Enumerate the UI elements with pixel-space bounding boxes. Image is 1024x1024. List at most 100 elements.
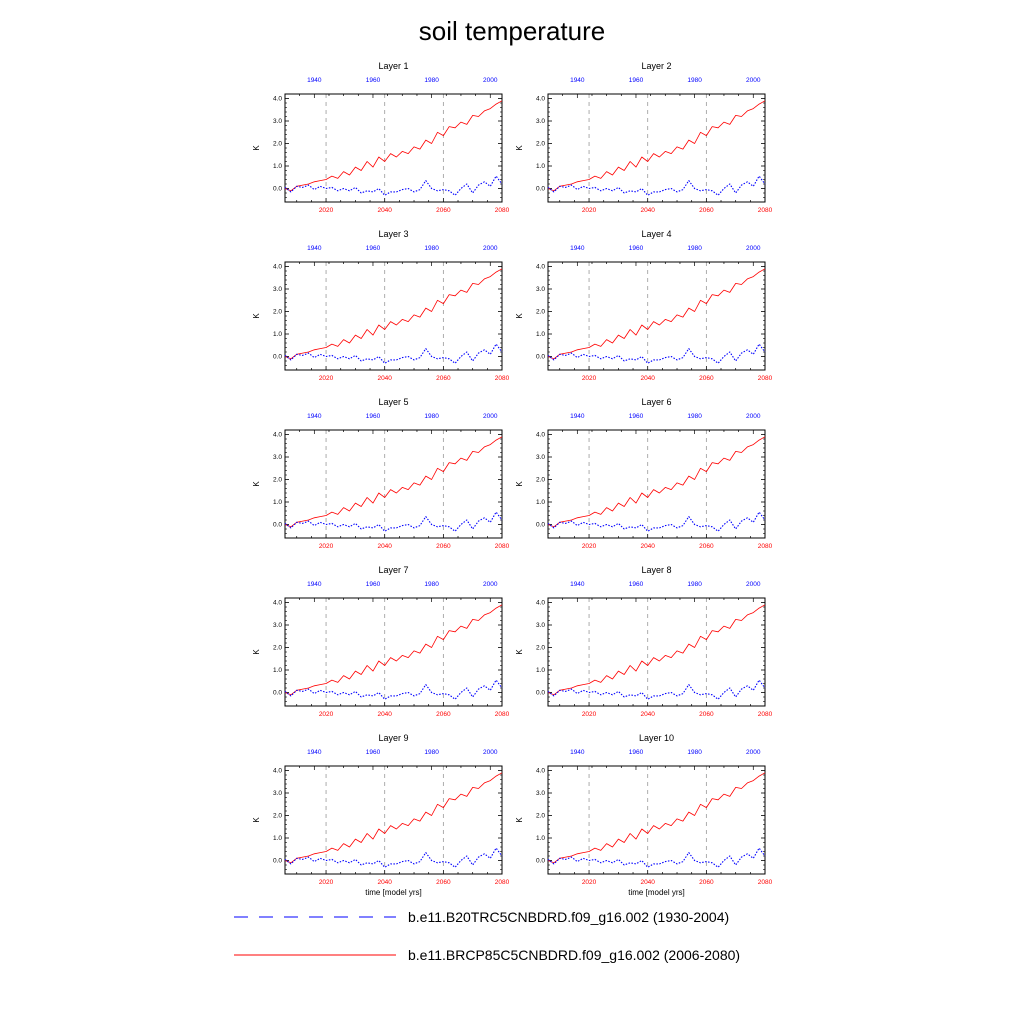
x-top-tick-label: 2000: [483, 581, 498, 588]
y-axis-label: K: [515, 817, 524, 823]
series-future-line: [284, 268, 503, 360]
plot-frame: [547, 93, 766, 203]
x-top-tick-label: 1960: [629, 245, 644, 252]
y-axis-label: K: [252, 817, 261, 823]
y-tick-label: 2.0: [273, 141, 282, 148]
y-tick-label: 1.0: [273, 331, 282, 338]
y-tick-label: 2.0: [273, 309, 282, 316]
x-bottom-tick-label: 2060: [699, 207, 714, 214]
x-top-tick-label: 2000: [483, 77, 498, 84]
x-bottom-tick-label: 2020: [319, 543, 334, 550]
panel: Layer 5 0.0 1.0 2.0 3.0 4.0 K 2020 2040 2060 2080 1…: [252, 397, 510, 550]
x-bottom-tick-label: 2020: [319, 207, 334, 214]
x-bottom-tick-label: 2020: [582, 543, 597, 550]
x-top-tick-label: 1960: [366, 581, 381, 588]
x-bottom-tick-label: 2080: [758, 207, 773, 214]
y-tick-label: 0.0: [273, 690, 282, 697]
x-bottom-tick-label: 2040: [640, 543, 655, 550]
y-tick-label: 0.0: [273, 858, 282, 865]
x-top-tick-label: 1980: [424, 749, 439, 756]
series-future-line: [547, 772, 766, 864]
x-bottom-tick-label: 2020: [582, 375, 597, 382]
y-tick-label: 0.0: [273, 354, 282, 361]
panel: Layer 1 0.0 1.0 2.0 3.0 4.0 K 2020 2040 2060 2080 1…: [252, 61, 510, 214]
x-top-tick-label: 1940: [307, 749, 322, 756]
series-future-line: [284, 772, 503, 864]
y-tick-label: 4.0: [273, 432, 282, 439]
x-axis-label: time [model yrs]: [365, 888, 421, 897]
x-bottom-tick-label: 2020: [582, 879, 597, 886]
series-future-line: [547, 436, 766, 528]
x-top-tick-label: 1960: [629, 581, 644, 588]
series-future-line: [547, 100, 766, 192]
y-tick-label: 2.0: [536, 645, 545, 652]
y-tick-label: 1.0: [273, 499, 282, 506]
x-axis-label: time [model yrs]: [628, 888, 684, 897]
panel: Layer 10 0.0 1.0 2.0 3.0 4.0 K 2020 2040 2060 2080…: [515, 733, 773, 897]
panel-title: Layer 3: [378, 229, 408, 239]
x-bottom-tick-label: 2080: [758, 879, 773, 886]
x-bottom-tick-label: 2040: [377, 375, 392, 382]
series-historical-line: [284, 175, 503, 196]
x-top-tick-label: 1940: [570, 749, 585, 756]
x-top-tick-label: 1980: [424, 413, 439, 420]
x-top-tick-label: 1940: [570, 581, 585, 588]
x-top-tick-label: 1940: [570, 413, 585, 420]
panel: Layer 2 0.0 1.0 2.0 3.0 4.0 K 2020 2040 2060 2080 1…: [515, 61, 773, 214]
panel-title: Layer 10: [639, 733, 674, 743]
y-tick-label: 1.0: [536, 499, 545, 506]
x-bottom-tick-label: 2020: [319, 711, 334, 718]
y-tick-label: 1.0: [536, 835, 545, 842]
x-top-tick-label: 1980: [687, 245, 702, 252]
y-tick-label: 0.0: [536, 522, 545, 529]
x-top-tick-label: 1980: [687, 749, 702, 756]
y-tick-label: 3.0: [536, 454, 545, 461]
y-axis-label: K: [515, 481, 524, 487]
panel-title: Layer 8: [641, 565, 671, 575]
x-top-tick-label: 2000: [483, 749, 498, 756]
plot-frame: [284, 597, 503, 707]
legend-label: b.e11.B20TRC5CNBDRD.f09_g16.002 (1930-20…: [408, 909, 729, 925]
panel-title: Layer 4: [641, 229, 671, 239]
plot-frame: [547, 261, 766, 371]
y-tick-label: 3.0: [273, 622, 282, 629]
panel: Layer 3 0.0 1.0 2.0 3.0 4.0 K 2020 2040 2060 2080 1…: [252, 229, 510, 382]
y-tick-label: 4.0: [536, 432, 545, 439]
series-future-line: [284, 100, 503, 192]
x-bottom-tick-label: 2040: [640, 879, 655, 886]
series-historical-line: [547, 343, 766, 364]
series-future-line: [547, 268, 766, 360]
y-tick-label: 1.0: [536, 667, 545, 674]
y-axis-label: K: [515, 313, 524, 319]
x-bottom-tick-label: 2080: [495, 543, 510, 550]
x-bottom-tick-label: 2040: [377, 543, 392, 550]
panel-title: Layer 6: [641, 397, 671, 407]
y-tick-label: 0.0: [273, 186, 282, 193]
y-tick-label: 4.0: [536, 96, 545, 103]
x-bottom-tick-label: 2080: [495, 711, 510, 718]
x-top-tick-label: 1940: [570, 77, 585, 84]
plot-frame: [284, 765, 503, 875]
y-tick-label: 3.0: [273, 454, 282, 461]
y-tick-label: 3.0: [536, 118, 545, 125]
x-top-tick-label: 1960: [629, 749, 644, 756]
plot-frame: [284, 93, 503, 203]
series-historical-line: [284, 679, 503, 700]
x-top-tick-label: 1940: [570, 245, 585, 252]
x-bottom-tick-label: 2020: [319, 879, 334, 886]
y-tick-label: 2.0: [273, 645, 282, 652]
x-top-tick-label: 2000: [746, 245, 761, 252]
x-top-tick-label: 1980: [687, 581, 702, 588]
x-top-tick-label: 1980: [424, 581, 439, 588]
x-bottom-tick-label: 2040: [640, 207, 655, 214]
legend: b.e11.B20TRC5CNBDRD.f09_g16.002 (1930-20…: [234, 909, 740, 963]
plot-frame: [284, 261, 503, 371]
x-bottom-tick-label: 2040: [377, 711, 392, 718]
x-bottom-tick-label: 2060: [699, 375, 714, 382]
y-tick-label: 4.0: [273, 96, 282, 103]
panel: Layer 8 0.0 1.0 2.0 3.0 4.0 K 2020 2040 2060 2080 1…: [515, 565, 773, 718]
y-tick-label: 4.0: [273, 600, 282, 607]
y-tick-label: 2.0: [273, 813, 282, 820]
x-bottom-tick-label: 2080: [758, 711, 773, 718]
